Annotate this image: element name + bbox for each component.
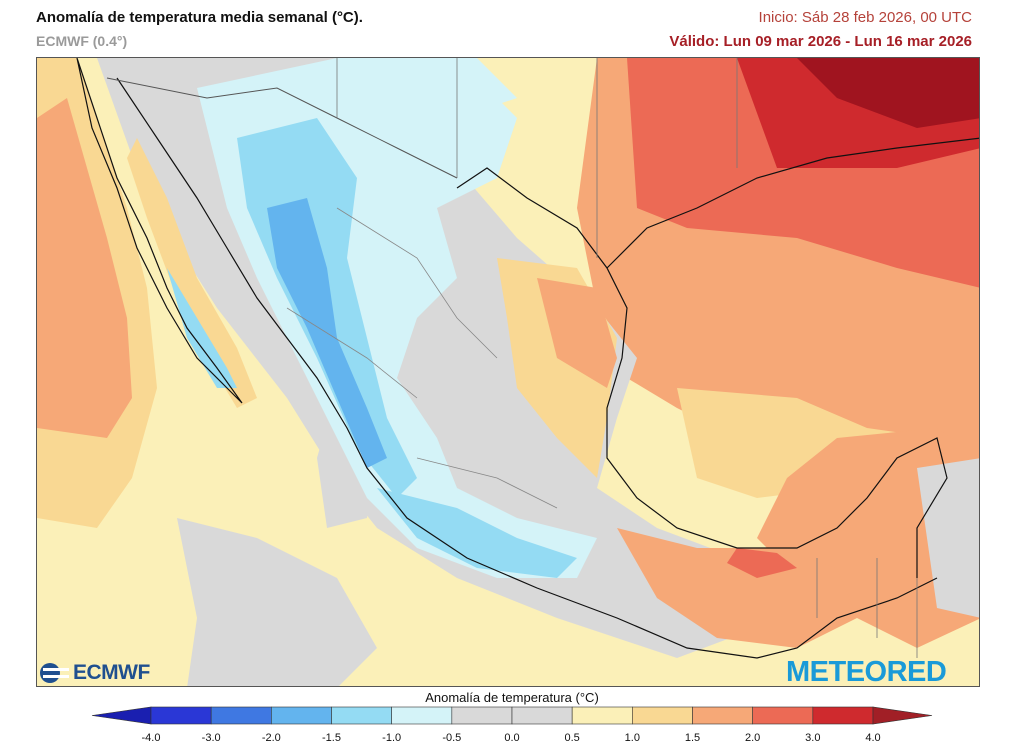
colorbar-segment	[812, 706, 874, 725]
baja-cool-zone	[167, 268, 237, 388]
colorbar-tick-label: 2.0	[745, 732, 761, 744]
meteored-logo: METEORED	[786, 656, 947, 688]
central-america-borders	[816, 558, 918, 658]
anomaly-map-canvas	[37, 58, 979, 686]
colorbar-segment	[331, 706, 392, 725]
colorbar-tick-label: -3.0	[201, 732, 221, 744]
colorbar-arrow-low	[91, 706, 152, 725]
us-mexico-border	[106, 77, 458, 179]
colorbar-segment	[210, 706, 272, 725]
caribbean-neutral-zone	[917, 458, 979, 618]
colorbar-segment	[632, 706, 693, 725]
colorbar-tick-label: 4.0	[865, 732, 881, 744]
map-title: Anomalía de temperatura media semanal (°…	[36, 9, 363, 26]
colorbar-tick-label: -2.0	[261, 732, 281, 744]
colorbar-segment	[692, 706, 753, 725]
colorbar-tick-label: 0.0	[504, 732, 520, 744]
colorbar-tick-label: 1.5	[684, 732, 701, 744]
ecmwf-logo: ECMWF	[39, 661, 150, 685]
colorbar-tick-label: -1.5	[322, 732, 341, 744]
colorbar-tick-label: -1.0	[382, 732, 402, 744]
valid-period: Válido: Lun 09 mar 2026 - Lun 16 mar 202…	[669, 33, 972, 50]
colorbar-tick-label: 1.0	[624, 732, 640, 744]
gulf-of-california-zone	[127, 138, 257, 408]
model-label: ECMWF (0.4°)	[36, 33, 128, 49]
colorbar-segment	[271, 706, 332, 725]
pacific-coastline	[116, 77, 938, 659]
south-central-cold-zone	[377, 488, 577, 578]
colorbar-tick-label: -4.0	[141, 732, 161, 744]
anomaly-map	[36, 57, 980, 687]
gulf-coastline	[456, 167, 948, 578]
tamaulipas-warm-zone	[537, 278, 617, 388]
mexican-state-borders	[286, 207, 558, 509]
colorbar-tick-label: 0.5	[564, 732, 580, 744]
colorbar-segment	[571, 706, 633, 725]
northern-cool-zone	[337, 58, 517, 118]
tabasco-hot-spot	[727, 548, 797, 578]
colorbar-segment	[391, 706, 453, 725]
colorbar	[91, 706, 933, 725]
us-extreme-zone	[797, 58, 979, 128]
us-gulf-coastline	[606, 137, 979, 269]
ecmwf-logo-text: ECMWF	[73, 661, 150, 684]
colorbar-segment	[752, 706, 814, 725]
colorbar-tick-label: -0.5	[442, 732, 462, 744]
colorbar-segment	[511, 706, 573, 725]
ecmwf-logo-icon	[40, 663, 69, 683]
colorbar-segment	[150, 706, 212, 725]
southern-warm-zone	[617, 528, 857, 648]
pacific-warmer-zone	[37, 98, 132, 438]
init-time: Inicio: Sáb 28 feb 2026, 00 UTC	[758, 9, 972, 26]
legend-title: Anomalía de temperatura (°C)	[425, 690, 599, 705]
colorbar-segment	[451, 706, 513, 725]
state-borders	[336, 58, 738, 258]
colorbar-tick-label: 3.0	[805, 732, 821, 744]
colorbar-arrow-high	[872, 706, 933, 725]
pacific-neutral-zone	[177, 518, 377, 686]
baja-coastline	[76, 58, 243, 404]
